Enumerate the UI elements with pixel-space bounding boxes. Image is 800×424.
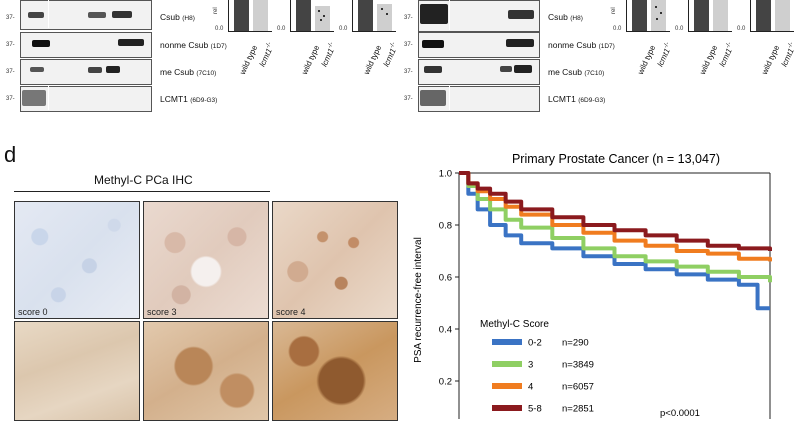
bar-lcmt1 (775, 0, 790, 31)
bar-y-zero: 0.0 (339, 26, 348, 32)
km-y-tick-label: 1.0 (439, 169, 452, 180)
km-chart-svg: Primary Prostate Cancer (n = 13,047) 1.0… (413, 152, 772, 419)
km-legend-count: n=6057 (562, 382, 594, 393)
xlabel-wildtype: wild type (636, 43, 658, 76)
bar-lcmt1 (713, 0, 728, 31)
bar-y-zero: 0.0 (215, 26, 224, 32)
xlabel-lcmt1: lcmt1-/- (779, 41, 796, 69)
mw-marker: 37- (6, 69, 15, 75)
km-y-tick-label: 0.6 (439, 273, 452, 284)
bar-lcmt1 (315, 6, 330, 31)
xlabel-wildtype: wild type (300, 43, 322, 76)
ihc-score-label: score 0 (18, 307, 48, 317)
km-pvalue: p<0.0001 (660, 408, 700, 419)
bar-wildtype (296, 0, 311, 31)
bar-lcmt1 (377, 4, 392, 31)
km-legend-label: 3 (528, 360, 533, 371)
km-legend-title: Methyl-C Score (480, 319, 549, 330)
blot-label-me-csub: me Csub (7C10) (548, 67, 605, 77)
ihc-image-low-mag-1 (14, 321, 140, 421)
blot-label-me-csub: me Csub (7C10) (160, 67, 217, 77)
mw-marker: 37- (6, 96, 15, 102)
ihc-image-low-mag-3 (272, 321, 398, 421)
xlabel-wildtype: wild type (760, 43, 782, 76)
mw-marker: 37- (6, 42, 15, 48)
bar-y-zero: 0.0 (675, 26, 684, 32)
bar-wildtype (756, 0, 771, 31)
km-series-line-0-2 (459, 171, 770, 311)
bar-y-label: rel (213, 7, 219, 14)
km-chart: Primary Prostate Cancer (n = 13,047) 1.0… (404, 150, 800, 419)
panel-letter-d: d (4, 142, 17, 167)
bar-y-zero: 0.0 (613, 26, 622, 32)
xlabel-wildtype: wild type (238, 43, 260, 76)
blot-label-csub: Csub (H8) (160, 12, 195, 22)
blot-label-lcmt1: LCMT1 (6D9-G3) (548, 94, 606, 104)
xlabel-lcmt1: lcmt1-/- (257, 41, 274, 69)
bar-lcmt1 (651, 0, 666, 31)
km-legend-count: n=2851 (562, 404, 594, 415)
bar-y-label: rel (611, 7, 617, 14)
mw-marker: 37- (404, 42, 413, 48)
ihc-score-label: score 3 (147, 307, 177, 317)
blot-label-nonme-csub: nonme Csub (1D7) (548, 40, 615, 50)
mw-marker: 37- (6, 15, 15, 21)
km-chart-title: Primary Prostate Cancer (n = 13,047) (512, 152, 720, 166)
mw-marker: 37- (404, 69, 413, 75)
km-series-line-3 (459, 171, 772, 283)
blot-label-lcmt1: LCMT1 (6D9-G3) (160, 94, 218, 104)
km-legend-label: 4 (528, 382, 533, 393)
xlabel-lcmt1: lcmt1-/- (655, 41, 672, 69)
km-y-tick-label: 0.2 (439, 377, 452, 388)
ihc-image-score0: score 0 (14, 201, 140, 319)
xlabel-wildtype: wild type (698, 43, 720, 76)
xlabel-lcmt1: lcmt1-/- (381, 41, 398, 69)
km-legend-count: n=3849 (562, 360, 594, 371)
km-legend-label: 5-8 (528, 404, 542, 415)
ihc-image-low-mag-2 (143, 321, 269, 421)
km-y-axis-label: PSA recurrence-free interval (413, 237, 424, 363)
km-legend-count: n=290 (562, 338, 589, 349)
km-legend-label: 0-2 (528, 338, 542, 349)
blot-label-nonme-csub: nonme Csub (1D7) (160, 40, 227, 50)
mw-marker: 37- (404, 15, 413, 21)
xlabel-lcmt1: lcmt1-/- (717, 41, 734, 69)
ihc-image-score4: score 4 (272, 201, 398, 319)
ihc-title: Methyl-C PCa IHC (94, 173, 193, 187)
ihc-score-label: score 4 (276, 307, 306, 317)
km-series-line-5-8 (459, 171, 772, 251)
ihc-image-score3: score 3 (143, 201, 269, 319)
ihc-title-rule (14, 191, 270, 192)
bar-wildtype (358, 0, 373, 31)
km-y-tick-label: 0.8 (439, 221, 452, 232)
bar-wildtype (694, 0, 709, 31)
bar-wildtype (632, 0, 647, 31)
blot-label-csub: Csub (H8) (548, 12, 583, 22)
mw-marker: 37- (404, 96, 413, 102)
bar-y-zero: 0.0 (737, 26, 746, 32)
xlabel-wildtype: wild type (362, 43, 384, 76)
xlabel-lcmt1: lcmt1-/- (319, 41, 336, 69)
bar-lcmt1 (253, 0, 268, 31)
km-y-tick-label: 0.4 (439, 325, 452, 336)
bar-y-zero: 0.0 (277, 26, 286, 32)
bar-wildtype (234, 0, 249, 31)
blot-strip-me-left (20, 59, 152, 85)
